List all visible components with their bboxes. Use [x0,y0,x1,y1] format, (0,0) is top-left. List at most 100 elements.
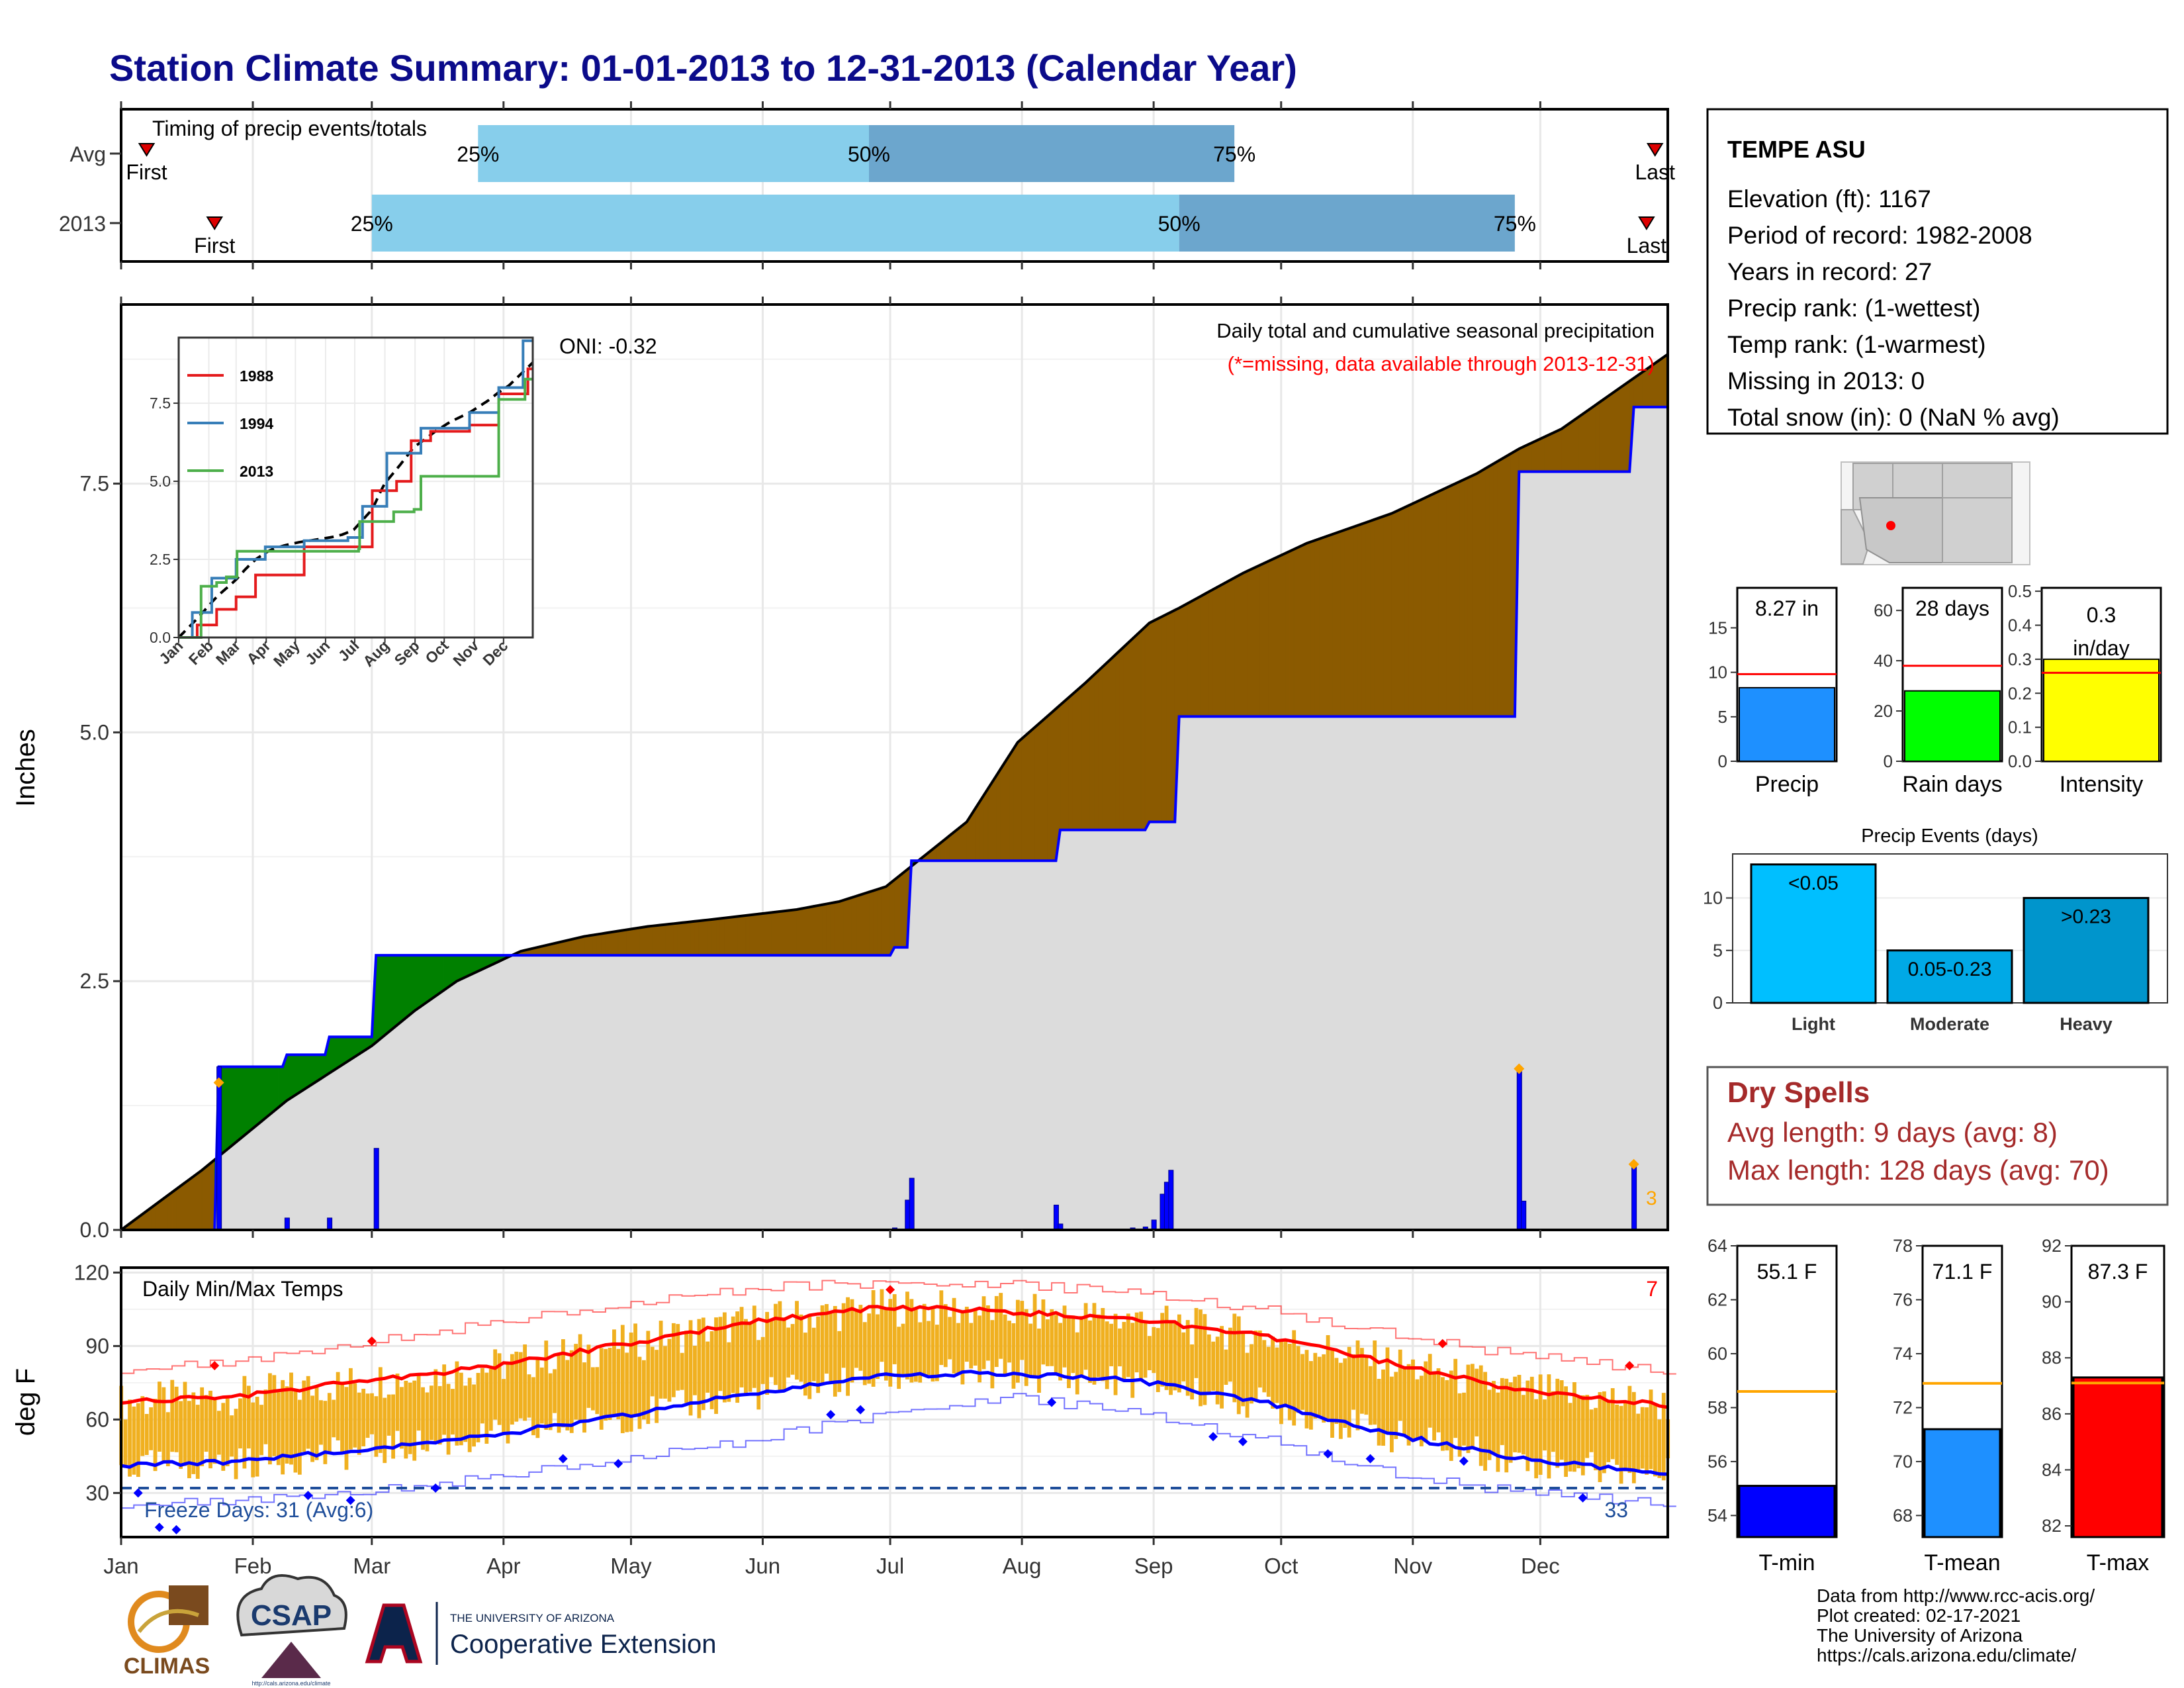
month-label: Jun [745,1554,780,1578]
cold-days-count: 33 [1604,1498,1628,1522]
station-detail: Elevation (ft): 1167 [1727,185,1931,212]
cumulative-departure-segment [1412,501,1418,717]
month-label: Nov [1393,1554,1432,1578]
cumulative-departure-segment [719,917,725,956]
daily-temp-bar [688,1320,693,1416]
cumulative-departure-segment [1612,389,1617,472]
daily-temp-bar [1406,1364,1411,1446]
cumulative-departure-segment [784,910,789,956]
daily-temp-bar [1364,1355,1369,1415]
daily-temp-bar [1024,1309,1028,1386]
daily-temp-bar [1041,1299,1046,1365]
cumulative-departure-segment [1217,584,1222,717]
station-frame [1706,108,2169,435]
daily-temp-bar [676,1324,680,1391]
cumulative-departure-segment [435,955,440,997]
last-event-label: Last [1627,234,1667,258]
cumulative-departure-segment [698,920,704,956]
temp-ytick-label: 120 [74,1260,109,1284]
cumulative-departure-segment [1026,730,1031,861]
stat-value-bar [2043,658,2160,762]
daily-temp-bar [667,1338,672,1402]
temp-stat-category-label: T-mean [1924,1550,2000,1575]
daily-temp-bar [268,1373,272,1465]
daily-temp-bar [204,1395,208,1452]
cumulative-departure-segment [1361,522,1367,717]
station-name: TEMPE ASU [1727,136,1866,163]
cumulative-departure-segment [295,1055,300,1096]
cumulative-departure-segment [273,1066,279,1111]
cumulative-departure-segment [333,1037,338,1071]
stat-category-label: Precip [1755,772,1819,797]
daily-temp-bar [404,1380,408,1459]
temp-stat-ytick-label: 70 [1893,1452,1913,1472]
climas-logo-text: CLIMAS [124,1654,210,1679]
precip-frame [120,303,1669,1231]
inset-background [179,338,533,637]
cumulative-departure-segment [1060,700,1065,830]
cumulative-departure-segment [392,955,398,1029]
cumulative-departure-segment [1238,573,1244,717]
stat-ytick-label: 20 [1874,701,1893,721]
daily-temp-bar [1343,1358,1347,1428]
cumulative-departure-segment [1107,658,1112,830]
cumulative-departure-segment [338,1037,343,1068]
daily-temp-bar [425,1392,430,1452]
daily-temp-bar [1330,1349,1334,1438]
timing-quantile-label: 50% [848,142,890,166]
daily-temp-bar [1020,1301,1024,1360]
cumulative-departure-segment [1251,567,1256,717]
cumulative-departure-segment [1659,357,1664,408]
month-label: Dec [1521,1554,1560,1578]
temp-stat-ytick-label: 72 [1893,1397,1913,1417]
cumulative-departure-segment [1616,387,1621,472]
stat-ytick-label: 0.4 [2008,616,2032,635]
daily-temp-bar [353,1383,357,1448]
daily-temp-bar [1287,1344,1292,1421]
cumulative-departure-segment [1433,491,1439,717]
daily-temp-bar [255,1397,259,1477]
daily-temp-bar [1496,1392,1500,1472]
record-low-marker [1365,1454,1375,1464]
stat-value-label: in/day [2073,636,2129,660]
daily-temp-bar [1215,1336,1220,1405]
cumulative-departure-segment [1540,436,1545,472]
cumulative-departure-segment [830,902,835,956]
cumulative-departure-segment [1421,497,1426,717]
cumulative-departure-segment [1111,654,1116,830]
cumulative-departure-segment [682,921,687,956]
dry-spells-frame [1706,1066,2169,1206]
daily-temp-bar [144,1414,149,1456]
cumulative-departure-segment [1030,727,1035,861]
cumulative-departure-segment [401,955,406,1022]
cumulative-departure-segment [303,1055,308,1090]
daily-temp-bar [748,1323,752,1392]
inset-legend-label: 2013 [240,463,273,480]
cumulative-departure-segment [975,801,980,861]
cumulative-departure-segment [312,1055,317,1085]
cumulative-departure-segment [668,923,674,956]
temp-stat-ytick-label: 58 [1707,1397,1727,1417]
cumulative-departure-segment [1387,513,1392,717]
daily-temp-bar [319,1400,323,1445]
cumulative-departure-segment [1221,582,1226,717]
daily-temp-bar [693,1346,697,1395]
daily-temp-bar [1568,1403,1572,1472]
cumulative-departure-segment [1446,485,1451,717]
cumulative-departure-segment [1302,543,1307,717]
daily-temp-bar [488,1368,493,1431]
cumulative-departure-segment [711,918,717,956]
daily-temp-bar [1525,1380,1530,1472]
inset-ytick-label: 5.0 [150,473,171,490]
cumulative-departure-segment [1332,532,1337,717]
cumulative-departure-segment [222,1066,228,1154]
daily-temp-bar [569,1350,574,1433]
daily-temp-bar [1627,1385,1632,1474]
daily-temp-bar [829,1313,833,1382]
daily-temp-bar [1156,1328,1160,1393]
daily-temp-bar [1015,1299,1020,1383]
daily-temp-bar [769,1319,774,1378]
precip-events-chart: Precip Events (days) <0.05 Light 0.05-0.23 M… [1703,825,2168,1034]
daily-temp-bar [973,1309,978,1366]
cumulative-departure-segment [1510,451,1516,717]
